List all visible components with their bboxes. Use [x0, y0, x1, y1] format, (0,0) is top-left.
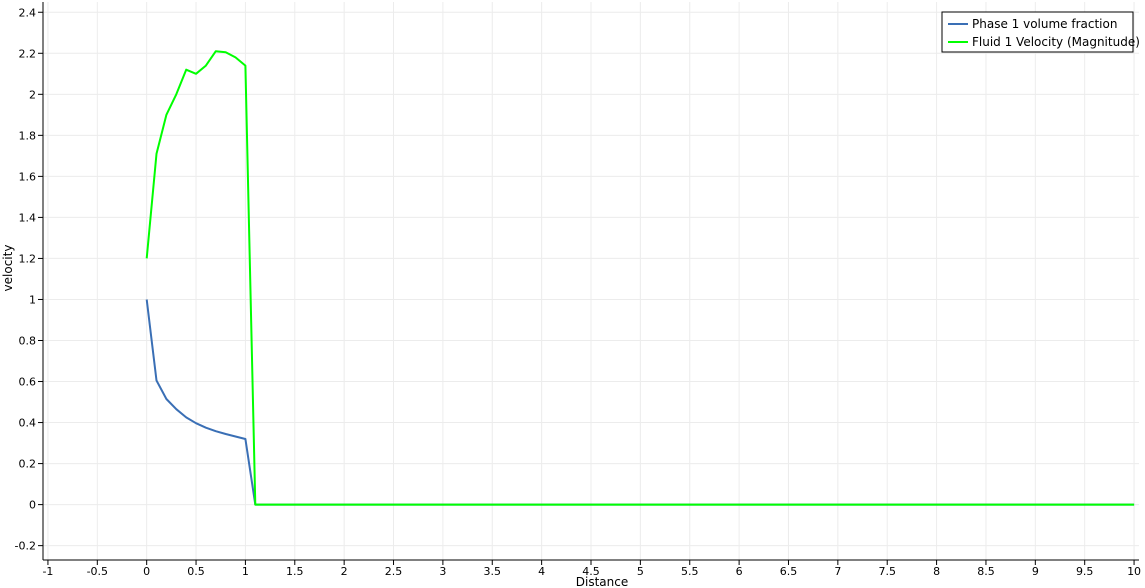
x-tick-label: 8	[933, 565, 940, 578]
x-tick-label: 9	[1032, 565, 1039, 578]
x-tick-label: 8.5	[977, 565, 995, 578]
x-tick-label: 7	[834, 565, 841, 578]
x-tick-label: 2.5	[385, 565, 403, 578]
y-tick-label: 0	[29, 499, 36, 512]
y-tick-label: 1	[29, 293, 36, 306]
x-tick-label: 10	[1127, 565, 1141, 578]
x-tick-label: 4.5	[582, 565, 600, 578]
series-line-fluid-1-velocity-magnitude	[145, 50, 1135, 506]
x-axis-title: Distance	[576, 575, 628, 588]
x-tick-label: -0.5	[87, 565, 108, 578]
legend-label-phase-1-volume-fraction: Phase 1 volume fraction	[972, 17, 1117, 31]
y-tick-label: 0.8	[19, 334, 37, 347]
legend-box	[941, 11, 1134, 53]
series-line-phase-1-volume-fraction	[145, 299, 1135, 506]
x-tick-label: 6.5	[780, 565, 798, 578]
x-tick-label: 9.5	[1076, 565, 1094, 578]
y-tick-label: 0.2	[19, 458, 37, 471]
y-tick-label: 1.8	[19, 129, 37, 142]
y-tick-label: 1.6	[19, 170, 37, 183]
x-tick-label: 2	[341, 565, 348, 578]
x-tick-label: 6	[736, 565, 743, 578]
x-tick-label: -1	[42, 565, 53, 578]
legend-label-fluid-1-velocity: Fluid 1 Velocity (Magnitude)	[972, 35, 1140, 49]
x-tick-label: 5.5	[681, 565, 699, 578]
y-tick-label: 2.2	[19, 47, 37, 60]
x-tick-label: 4	[538, 565, 545, 578]
y-tick-label: 1.2	[19, 252, 37, 265]
series-lines	[145, 50, 1135, 506]
y-tick-labels: -0.2 0 0.2 0.4 0.6 0.8 1 1.2 1.4 1.6 1.8 2 2.2 2.4	[15, 6, 36, 552]
x-tick-label: 3.5	[484, 565, 502, 578]
y-tick-label: -0.2	[15, 540, 36, 553]
legend: Phase 1 volume fraction Fluid 1 Velocity…	[941, 11, 1140, 53]
y-tick-label: 2.4	[19, 6, 37, 19]
x-tick-label: 3	[439, 565, 446, 578]
x-tick-label: 7.5	[878, 565, 896, 578]
x-tick-labels: -1 -0.5 0 0.5 1 1.5 2 2.5 3 3.5 4 4.5 5 5.5 6 6.5 7 7.5 8 8…	[42, 565, 1141, 578]
x-tick-label: 0	[143, 565, 150, 578]
y-tick-label: 0.4	[19, 417, 37, 430]
x-tick-label: 0.5	[187, 565, 205, 578]
y-axis-title: velocity	[1, 245, 15, 292]
grid-lines	[43, 2, 1139, 560]
y-tick-label: 1.4	[19, 211, 37, 224]
y-tick-label: 2	[29, 88, 36, 101]
x-tick-label: 1	[242, 565, 249, 578]
x-tick-label: 5	[637, 565, 644, 578]
axes	[38, 2, 1139, 565]
x-tick-label: 1.5	[286, 565, 304, 578]
y-tick-label: 0.6	[19, 376, 37, 389]
